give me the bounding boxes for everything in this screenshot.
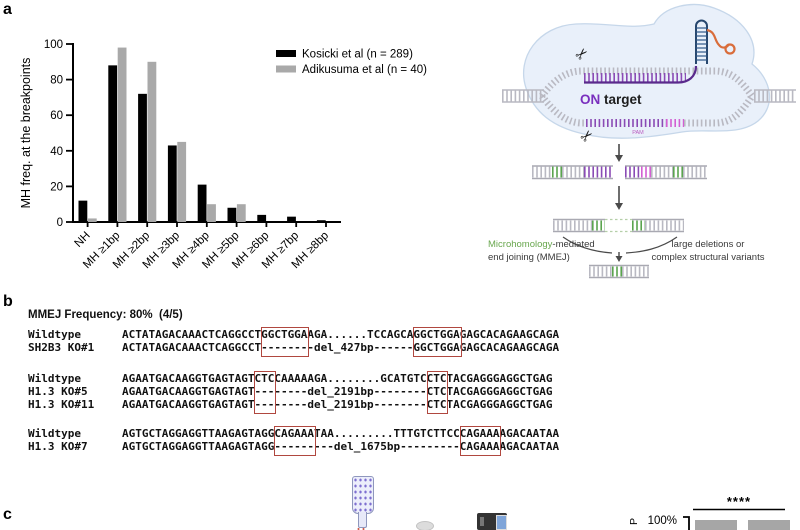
panel-c-label: c bbox=[3, 506, 12, 523]
cut-dna-right-fragment bbox=[625, 165, 707, 180]
electroporator-illustration bbox=[477, 513, 507, 530]
arrow-down-icon bbox=[615, 144, 623, 162]
cell-tube-illustration bbox=[352, 476, 374, 514]
sequence-text: ACTATAGACAAACTCAGGCCTGGCTGGAAGA......TCC… bbox=[122, 328, 560, 341]
resection-dashed-lines bbox=[605, 218, 632, 233]
legend-swatch bbox=[276, 65, 296, 73]
sequence-text: AGAATGACAAGGTGAGTAGT--------del_2191bp--… bbox=[122, 385, 553, 398]
legend-label: Adikusuma et al (n = 40) bbox=[302, 64, 427, 76]
mini-chart-bar bbox=[695, 520, 737, 530]
legend-label: Kosicki et al (n = 289) bbox=[302, 49, 413, 61]
y-tick-label: 0 bbox=[57, 217, 63, 229]
bar bbox=[167, 145, 177, 222]
x-tick-label: NH bbox=[72, 230, 92, 250]
bar bbox=[117, 47, 127, 223]
sequence-row: Wildtype ACTATAGACAAACTCAGGCCTGGCTGGAAGA.… bbox=[28, 328, 559, 341]
genomic-dna-left bbox=[502, 89, 544, 103]
legend-swatch bbox=[276, 50, 296, 57]
cut-dna-left-fragment bbox=[532, 165, 613, 180]
sequence-label: Wildtype bbox=[28, 427, 81, 440]
arrow-down-icon bbox=[615, 186, 623, 210]
sequence-row: H1.3 KO#11 AGAATGACAAGGTGAGTAGT--------de… bbox=[28, 398, 552, 411]
resected-right-fragment bbox=[632, 218, 684, 233]
pam-label: PAM bbox=[632, 130, 644, 136]
sequence-label: H1.3 KO#11 bbox=[28, 398, 95, 411]
mmej-frequency-heading: MMEJ Frequency: 80% (4/5) bbox=[28, 309, 183, 321]
sequence-text: AGAATGACAAGGTGAGTAGT--------del_2191bp--… bbox=[122, 398, 553, 411]
sequence-text: AGAATGACAAGGTGAGTAGTCTCCAAAAAGA........G… bbox=[122, 372, 553, 385]
top-strand bbox=[539, 67, 755, 99]
sequence-text: AGTGCTAGGAGGTTAAGAGTAGGCAGAAATAA........… bbox=[122, 427, 560, 440]
y-tick-label: 100 bbox=[44, 39, 63, 51]
genomic-dna-right bbox=[754, 89, 796, 103]
cell-tube-stem bbox=[358, 512, 367, 528]
sequence-label: H1.3 KO#5 bbox=[28, 385, 88, 398]
bar bbox=[78, 200, 88, 222]
bar bbox=[177, 141, 187, 222]
cell-tube-drops bbox=[356, 527, 366, 530]
bar bbox=[316, 220, 326, 222]
grna-backbone bbox=[584, 65, 698, 84]
sequence-text: ACTATAGACAAACTCAGGCCT--------del_427bp--… bbox=[122, 341, 560, 354]
joining-brace bbox=[562, 236, 678, 262]
bar bbox=[197, 184, 207, 222]
panel-c-mini-bar-chart: P 100% **** bbox=[628, 494, 790, 530]
bar bbox=[287, 216, 296, 222]
sequence-label: Wildtype bbox=[28, 328, 81, 341]
grna-scaffold-hairpin bbox=[695, 19, 708, 64]
mini-chart-y-axis-label: P bbox=[628, 518, 640, 525]
bar bbox=[257, 214, 267, 222]
sequence-row: Wildtype AGAATGACAAGGTGAGTAGTCTCCAAAAAGA.… bbox=[28, 372, 552, 385]
bar bbox=[108, 65, 118, 222]
bar bbox=[227, 207, 237, 222]
panel-a-label: a bbox=[3, 1, 12, 18]
mmej-caption-line2: end joining (MMEJ) bbox=[488, 252, 570, 263]
significance-stars: **** bbox=[727, 494, 751, 509]
sequence-label: Wildtype bbox=[28, 372, 81, 385]
on-target-label: ON target bbox=[580, 92, 642, 107]
axes: 0 20 40 60 80 100 bbox=[44, 39, 341, 229]
y-tick-label: 80 bbox=[50, 75, 63, 87]
bar bbox=[147, 61, 157, 222]
panel-b-label: b bbox=[3, 293, 13, 310]
bar bbox=[236, 204, 246, 222]
device-button bbox=[480, 517, 484, 526]
bar bbox=[207, 204, 216, 222]
device-screen bbox=[496, 515, 507, 530]
sequence-row: Wildtype AGTGCTAGGAGGTTAAGAGTAGGCAGAAATAA… bbox=[28, 427, 559, 440]
legend: Kosicki et al (n = 289) Adikusuma et al (… bbox=[276, 49, 427, 76]
cell-pellet-illustration bbox=[416, 521, 434, 530]
sequence-row: H1.3 KO#5 AGAATGACAAGGTGAGTAGT--------del… bbox=[28, 385, 552, 398]
deletions-caption-line2: complex structural variants bbox=[652, 252, 765, 263]
bar bbox=[87, 218, 97, 222]
deletions-caption: large deletions or bbox=[672, 239, 745, 250]
mmej-caption: Microhomology-mediated bbox=[488, 239, 595, 250]
sequence-label: SH2B3 KO#1 bbox=[28, 341, 95, 354]
alignment-group-3: Wildtype AGTGCTAGGAGGTTAAGAGTAGGCAGAAATAA… bbox=[28, 426, 559, 456]
sequence-row: SH2B3 KO#1 ACTATAGACAAACTCAGGCCT--------d… bbox=[28, 341, 559, 354]
bar bbox=[138, 93, 147, 222]
sequence-row: H1.3 KO#7 AGTGCTAGGAGGTTAAGAGTAGG--------… bbox=[28, 440, 559, 453]
mini-chart-axis bbox=[683, 516, 690, 530]
mini-chart-bar bbox=[748, 520, 790, 530]
sequence-text: AGTGCTAGGAGGTTAAGAGTAGG---------del_1675… bbox=[122, 440, 560, 453]
y-tick-label: 20 bbox=[50, 181, 63, 193]
mini-chart-ytick-label: 100% bbox=[648, 515, 677, 527]
alignment-group-2: Wildtype AGAATGACAAGGTGAGTAGTCTCCAAAAAGA.… bbox=[28, 371, 552, 414]
y-tick-label: 40 bbox=[50, 146, 63, 158]
grna-three-prime-end bbox=[706, 28, 736, 55]
repaired-dna bbox=[589, 264, 649, 279]
sequence-label: H1.3 KO#7 bbox=[28, 440, 88, 453]
y-axis-label: MH freq. at the breakpoints bbox=[19, 58, 33, 209]
resected-left-fragment bbox=[553, 218, 605, 233]
crispr-mmej-diagram: ✂ ✂ ON target PAM bbox=[488, 3, 796, 279]
bottom-strand-right bbox=[684, 94, 755, 127]
y-tick-label: 60 bbox=[50, 110, 63, 122]
alignment-group-1: Wildtype ACTATAGACAAACTCAGGCCTGGCTGGAAGA.… bbox=[28, 327, 559, 357]
